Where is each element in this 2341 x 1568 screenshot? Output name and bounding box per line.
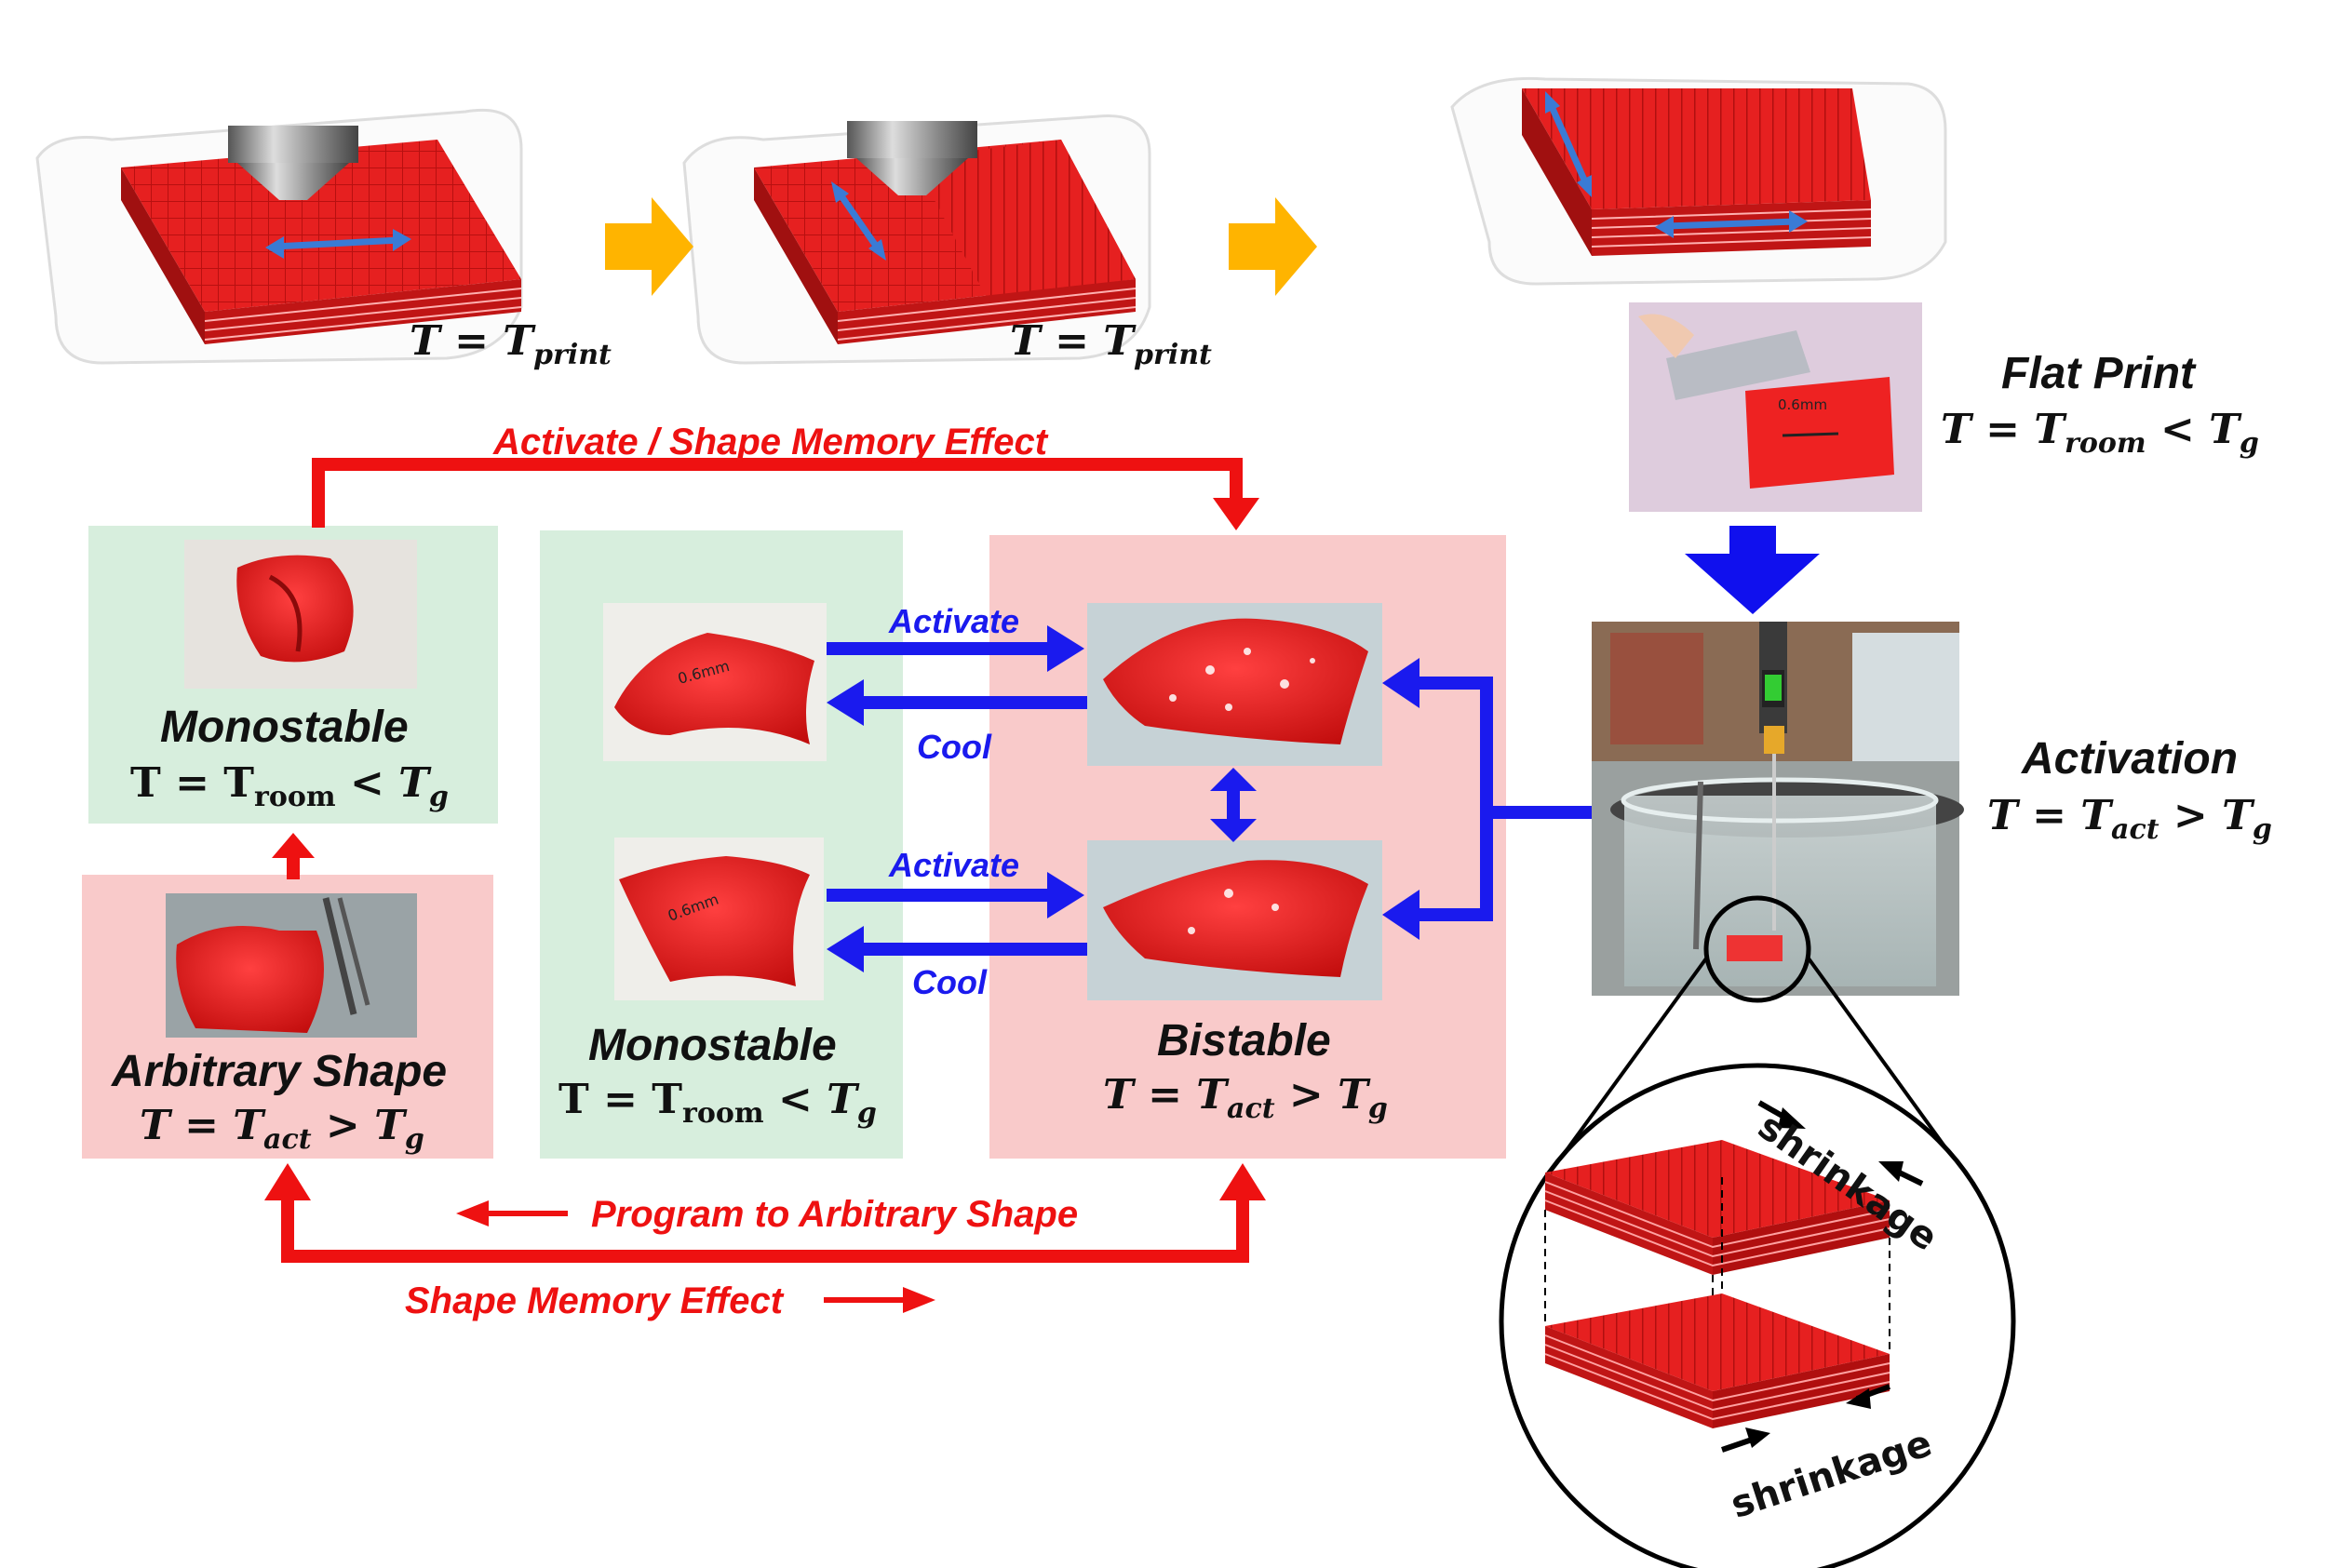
orange-arrow-1 bbox=[605, 197, 693, 296]
flat-print-equation: T = Troom < Tg bbox=[1941, 409, 2259, 458]
photo-arbitrary-shape bbox=[166, 893, 417, 1038]
print-step-1-equation: T = Tprint bbox=[410, 321, 612, 369]
bistable-title: Bistable bbox=[1157, 1019, 1331, 1064]
activation-equation: T = Tact > Tg bbox=[1987, 796, 2272, 844]
svg-text:0.6mm: 0.6mm bbox=[1778, 396, 1827, 413]
blue-down-arrow bbox=[1685, 526, 1820, 614]
bistable-equation: T = Tact > Tg bbox=[1103, 1075, 1388, 1123]
print-step-2-equation: T = Tprint bbox=[1010, 321, 1212, 369]
activation-photo bbox=[1592, 622, 1964, 996]
monostable-mid-equation: T = Troom < Tg bbox=[558, 1079, 877, 1128]
monostable-top-title: Monostable bbox=[160, 705, 409, 750]
orange-arrow-2 bbox=[1229, 197, 1317, 296]
label-sme: Shape Memory Effect bbox=[405, 1282, 783, 1320]
label-program: Program to Arbitrary Shape bbox=[591, 1196, 1078, 1233]
monostable-top-equation: T = Troom < Tg bbox=[130, 763, 449, 811]
photo-monostable-roll bbox=[184, 540, 417, 689]
photo-bistable-1 bbox=[1087, 603, 1382, 766]
label-activate-2: Activate bbox=[889, 849, 1019, 882]
label-activate-sme: Activate / Shape Memory Effect bbox=[493, 423, 1047, 461]
arbitrary-title: Arbitrary Shape bbox=[112, 1050, 447, 1094]
activation-title: Activation bbox=[2022, 737, 2238, 782]
label-activate-1: Activate bbox=[889, 605, 1019, 638]
arbitrary-equation: T = Tact > Tg bbox=[140, 1106, 424, 1154]
monostable-mid-title: Monostable bbox=[588, 1024, 837, 1068]
photo-mono-2: 0.6mm bbox=[614, 838, 824, 1000]
label-cool-1: Cool bbox=[917, 730, 991, 764]
photo-bistable-2 bbox=[1087, 840, 1382, 1000]
photo-mono-1: 0.6mm bbox=[603, 603, 827, 761]
flat-print-photo: 0.6mm bbox=[1629, 302, 1922, 512]
print-step-3 bbox=[1452, 78, 1945, 284]
flat-print-title: Flat Print bbox=[2001, 352, 2195, 396]
label-cool-2: Cool bbox=[912, 966, 987, 999]
